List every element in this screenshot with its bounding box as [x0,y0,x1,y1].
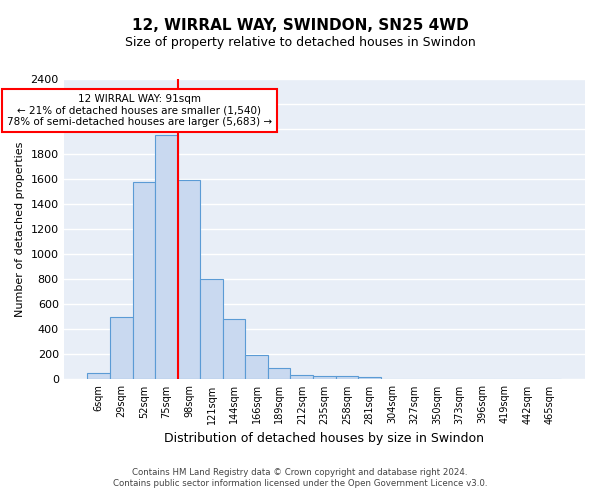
Bar [155,136,178,380]
Bar [245,355,268,380]
X-axis label: Distribution of detached houses by size in Swindon: Distribution of detached houses by size … [164,432,484,445]
Bar [313,376,335,380]
Bar [110,317,133,380]
Bar [223,320,245,380]
Bar [178,180,200,380]
Bar [133,182,155,380]
Text: 12, WIRRAL WAY, SWINDON, SN25 4WD: 12, WIRRAL WAY, SWINDON, SN25 4WD [131,18,469,32]
Y-axis label: Number of detached properties: Number of detached properties [15,142,25,317]
Bar [290,375,313,380]
Bar [268,368,290,380]
Bar [88,372,110,380]
Bar [358,377,381,380]
Bar [335,376,358,380]
Text: 12 WIRRAL WAY: 91sqm
← 21% of detached houses are smaller (1,540)
78% of semi-de: 12 WIRRAL WAY: 91sqm ← 21% of detached h… [7,94,272,127]
Text: Size of property relative to detached houses in Swindon: Size of property relative to detached ho… [125,36,475,49]
Bar [200,280,223,380]
Text: Contains HM Land Registry data © Crown copyright and database right 2024.
Contai: Contains HM Land Registry data © Crown c… [113,468,487,487]
